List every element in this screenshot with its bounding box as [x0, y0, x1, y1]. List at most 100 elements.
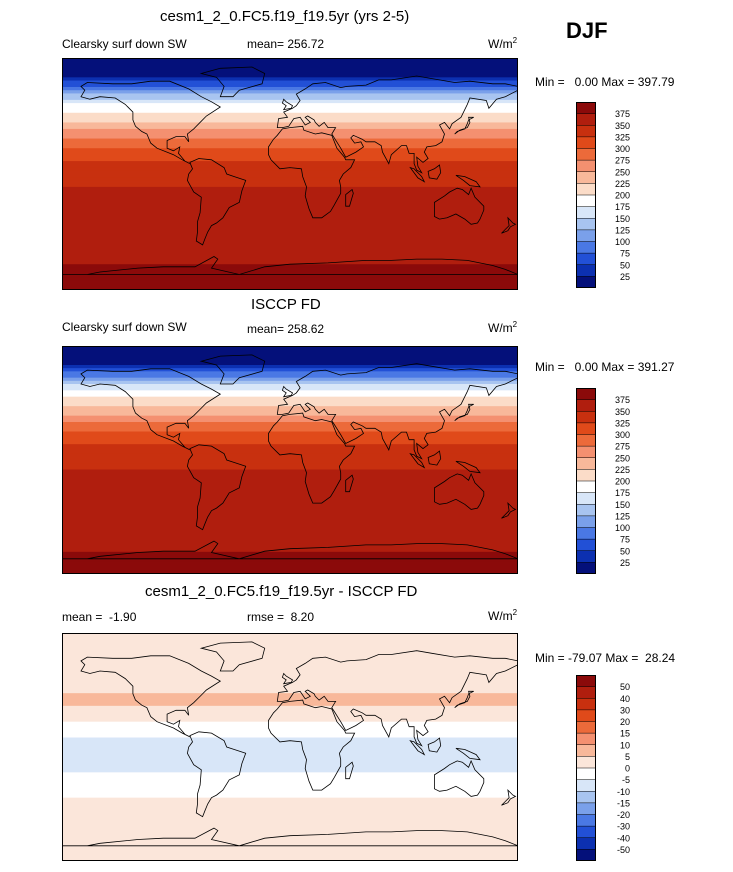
colorbar-swatch: [576, 802, 596, 815]
colorbar-tick-label: 275: [615, 442, 630, 452]
coastline: [455, 747, 481, 761]
colorbar-swatch: [576, 434, 596, 447]
coastline: [268, 412, 356, 504]
coastline: [199, 66, 266, 98]
coastline: [434, 759, 485, 797]
colorbar-swatch: [576, 826, 596, 839]
panel-2-variable-label: Clearsky surf down SW: [62, 320, 187, 334]
colorbar-swatch: [576, 698, 596, 711]
coastline: [281, 672, 294, 685]
lat-band: [62, 854, 518, 859]
colorbar-tick-label: 75: [620, 249, 630, 259]
colorbar-swatch: [576, 148, 596, 161]
colorbar-tick-label: 300: [615, 430, 630, 440]
coastline: [62, 827, 518, 847]
lat-band: [62, 377, 518, 382]
lat-band: [62, 517, 518, 521]
units-exponent: 2: [512, 320, 518, 329]
coastline: [454, 403, 474, 422]
colorbar-tick-label: 100: [615, 523, 630, 533]
colorbar-swatch: [576, 136, 596, 149]
colorbar-tick-label: 325: [615, 132, 630, 142]
colorbar-swatch: [576, 779, 596, 792]
colorbar-swatch: [576, 264, 596, 277]
lat-band: [62, 64, 518, 69]
colorbar-swatch: [576, 411, 596, 424]
coastline: [80, 655, 222, 738]
lat-band: [62, 193, 518, 198]
lat-band: [62, 561, 518, 566]
lat-band: [62, 810, 518, 815]
colorbar-swatch: [576, 206, 596, 219]
colorbar-tick-label: -15: [617, 798, 630, 808]
coastline: [409, 452, 426, 469]
panel-1-title: cesm1_2_0.FC5.f19_f19.5yr (yrs 2-5): [160, 8, 410, 25]
colorbar-tick-label: 350: [615, 407, 630, 417]
lat-band: [62, 167, 518, 172]
lat-band: [62, 702, 518, 707]
lat-band: [62, 215, 518, 220]
lat-band: [62, 453, 518, 458]
lat-band: [62, 212, 518, 217]
colorbar-swatch: [576, 446, 596, 459]
coastline: [268, 125, 356, 219]
lat-band: [62, 77, 518, 82]
colorbar-tick-label: -50: [617, 845, 630, 855]
colorbar-swatch: [576, 241, 596, 254]
lat-band: [62, 671, 518, 675]
lat-band: [62, 415, 518, 420]
colorbar-tick-label: 30: [620, 705, 630, 715]
lat-band: [62, 132, 518, 136]
panel-3-rmse-label: rmse = 8.20: [247, 610, 315, 624]
map-frame: [62, 346, 518, 574]
coastline: [455, 174, 481, 188]
lat-band: [62, 244, 518, 249]
colorbar-tick-label: 50: [620, 546, 630, 556]
map-field: [62, 633, 518, 861]
season-label: DJF: [566, 18, 608, 43]
lat-band: [62, 807, 518, 811]
lat-band: [62, 548, 518, 553]
coastline: [199, 354, 266, 385]
colorbar-swatch: [576, 744, 596, 757]
coastline: [199, 641, 266, 672]
lat-band: [62, 67, 518, 72]
colorbar-tick-label: -20: [617, 810, 630, 820]
lat-band: [62, 390, 518, 395]
colorbar-tick-label: 325: [615, 418, 630, 428]
lat-band: [62, 788, 518, 792]
colorbar-swatch: [576, 527, 596, 540]
colorbar-swatch: [576, 102, 596, 115]
colorbar-swatch: [576, 733, 596, 746]
lat-band: [62, 161, 518, 165]
lat-band: [62, 804, 518, 808]
colorbar-swatch: [576, 229, 596, 242]
coastline: [276, 650, 518, 747]
coastline: [434, 187, 485, 225]
lat-band: [62, 422, 518, 426]
colorbar-tick-label: -10: [617, 787, 630, 797]
coastline: [345, 188, 354, 207]
lat-band: [62, 368, 518, 372]
lat-band: [62, 251, 518, 256]
colorbar-swatch: [576, 504, 596, 517]
lat-band: [62, 280, 518, 285]
lat-band: [62, 431, 518, 436]
lat-band: [62, 380, 518, 385]
lat-band: [62, 674, 518, 678]
colorbar-swatch: [576, 160, 596, 173]
lat-band: [62, 238, 518, 243]
lat-band: [62, 58, 518, 62]
lat-band: [62, 715, 518, 720]
colorbar-tick-label: 0: [625, 764, 630, 774]
lat-band: [62, 851, 518, 856]
coastline: [186, 444, 247, 531]
lat-band: [62, 141, 518, 146]
lat-band: [62, 109, 518, 114]
colorbar-swatch: [576, 515, 596, 528]
lat-band: [62, 686, 518, 691]
colorbar-tick-label: -40: [617, 833, 630, 843]
lat-band: [62, 180, 518, 185]
lat-band: [62, 778, 518, 783]
colorbar-tick-label: 250: [615, 167, 630, 177]
